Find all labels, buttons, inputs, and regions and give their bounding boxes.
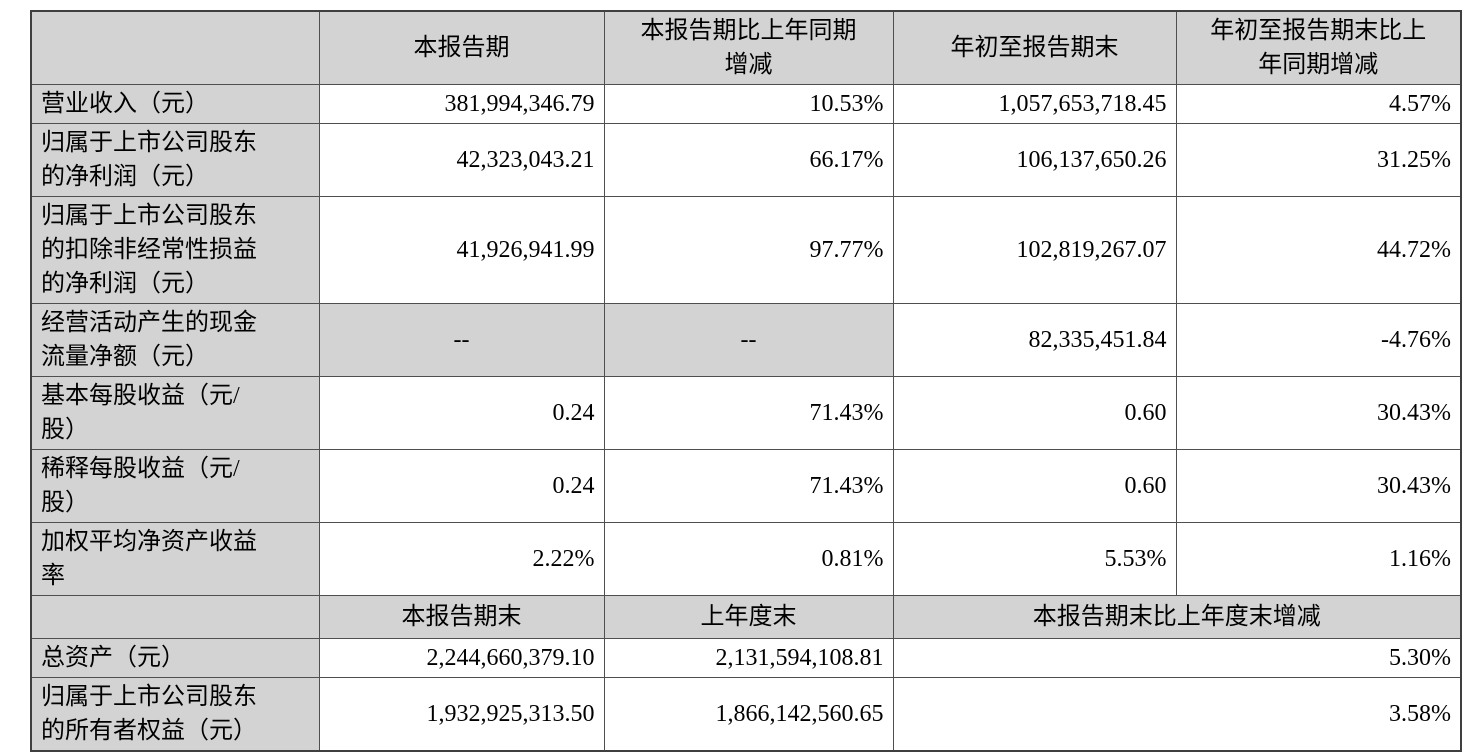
row-label: 营业收入（元） (30, 84, 320, 124)
row-label: 加权平均净资产收益 率 (30, 522, 320, 596)
cell-value: 82,335,451.84 (892, 303, 1177, 377)
revenue-row: 营业收入（元） 381,994,346.79 10.53% 1,057,653,… (30, 84, 1462, 124)
net-profit-row: 归属于上市公司股东 的净利润（元） 42,323,043.21 66.17% 1… (30, 123, 1462, 197)
cell-value: 3.58% (892, 677, 1462, 752)
cell-value: 42,323,043.21 (318, 123, 605, 197)
corner-cell (30, 595, 320, 639)
cell-value: 97.77% (603, 196, 894, 304)
cell-value: 2,244,660,379.10 (318, 638, 605, 678)
cell-value: -4.76% (1175, 303, 1462, 377)
cell-value: 4.57% (1175, 84, 1462, 124)
cell-not-applicable: -- (318, 303, 605, 377)
cell-value: 102,819,267.07 (892, 196, 1177, 304)
cell-value: 71.43% (603, 376, 894, 450)
cell-not-applicable: -- (603, 303, 894, 377)
cell-value: 2.22% (318, 522, 605, 596)
cell-value: 0.60 (892, 449, 1177, 523)
cell-value: 381,994,346.79 (318, 84, 605, 124)
operating-cash-flow-row: 经营活动产生的现金 流量净额（元） -- -- 82,335,451.84 -4… (30, 303, 1462, 377)
cell-value: 5.53% (892, 522, 1177, 596)
cell-value: 30.43% (1175, 376, 1462, 450)
cell-value: 0.24 (318, 449, 605, 523)
financial-summary-section: 本报告期 本报告期比上年同期 增减 年初至报告期末 年初至报告期末比上 年同期增… (30, 10, 1462, 752)
total-assets-row: 总资产（元） 2,244,660,379.10 2,131,594,108.81… (30, 638, 1462, 678)
cell-value: 10.53% (603, 84, 894, 124)
diluted-eps-row: 稀释每股收益（元/ 股） 0.24 71.43% 0.60 30.43% (30, 449, 1462, 523)
cell-value: 44.72% (1175, 196, 1462, 304)
cell-value: 2,131,594,108.81 (603, 638, 894, 678)
header-row-periods: 本报告期 本报告期比上年同期 增减 年初至报告期末 年初至报告期末比上 年同期增… (30, 10, 1462, 85)
net-profit-excl-nonrecurring-row: 归属于上市公司股东 的扣除非经常性损益 的净利润（元） 41,926,941.9… (30, 196, 1462, 304)
row-label: 归属于上市公司股东 的扣除非经常性损益 的净利润（元） (30, 196, 320, 304)
row-label: 稀释每股收益（元/ 股） (30, 449, 320, 523)
header-period-end-vs-year-end-change: 本报告期末比上年度末增减 (892, 595, 1462, 639)
financial-summary-table: 本报告期 本报告期比上年同期 增减 年初至报告期末 年初至报告期末比上 年同期增… (30, 10, 1462, 752)
basic-eps-row: 基本每股收益（元/ 股） 0.24 71.43% 0.60 30.43% (30, 376, 1462, 450)
row-label: 经营活动产生的现金 流量净额（元） (30, 303, 320, 377)
row-label: 归属于上市公司股东 的净利润（元） (30, 123, 320, 197)
cell-value: 106,137,650.26 (892, 123, 1177, 197)
header-end-of-current-period: 本报告期末 (318, 595, 605, 639)
header-current-period: 本报告期 (318, 10, 605, 85)
cell-value: 1,932,925,313.50 (318, 677, 605, 752)
header-row-period-end: 本报告期末 上年度末 本报告期末比上年度末增减 (30, 595, 1462, 639)
cell-value: 66.17% (603, 123, 894, 197)
cell-value: 71.43% (603, 449, 894, 523)
weighted-avg-roe-row: 加权平均净资产收益 率 2.22% 0.81% 5.53% 1.16% (30, 522, 1462, 596)
row-label: 归属于上市公司股东 的所有者权益（元） (30, 677, 320, 752)
cell-value: 31.25% (1175, 123, 1462, 197)
header-ytd-yoy-change: 年初至报告期末比上 年同期增减 (1175, 10, 1462, 85)
cell-value: 1.16% (1175, 522, 1462, 596)
header-end-of-last-year: 上年度末 (603, 595, 894, 639)
cell-value: 30.43% (1175, 449, 1462, 523)
cell-value: 41,926,941.99 (318, 196, 605, 304)
row-label: 基本每股收益（元/ 股） (30, 376, 320, 450)
cell-value: 0.60 (892, 376, 1177, 450)
cell-value: 5.30% (892, 638, 1462, 678)
cell-value: 0.24 (318, 376, 605, 450)
row-label: 总资产（元） (30, 638, 320, 678)
cell-value: 0.81% (603, 522, 894, 596)
corner-cell (30, 10, 320, 85)
header-current-period-yoy-change: 本报告期比上年同期 增减 (603, 10, 894, 85)
cell-value: 1,866,142,560.65 (603, 677, 894, 752)
header-ytd: 年初至报告期末 (892, 10, 1177, 85)
owners-equity-row: 归属于上市公司股东 的所有者权益（元） 1,932,925,313.50 1,8… (30, 677, 1462, 752)
cell-value: 1,057,653,718.45 (892, 84, 1177, 124)
